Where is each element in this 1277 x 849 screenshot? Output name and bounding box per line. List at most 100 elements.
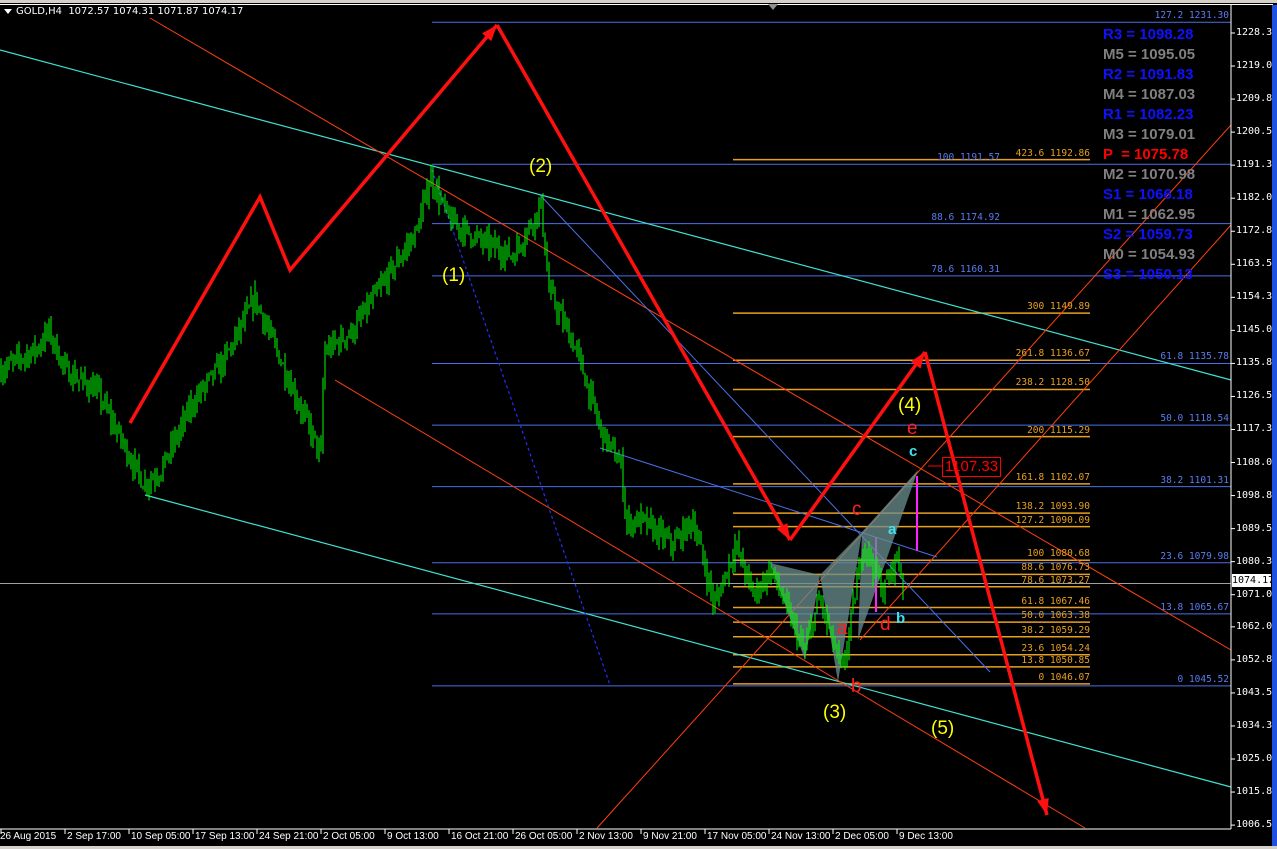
x-tick-label: 16 Oct 21:00 xyxy=(451,831,509,842)
fib-orange-label: 0 1046.07 xyxy=(1038,671,1090,683)
y-tick-label: 1154.30 xyxy=(1236,291,1277,303)
fib-blue-label: 88.6 1174.92 xyxy=(931,211,1000,223)
fib-orange-label: 261.8 1136.67 xyxy=(1015,348,1090,360)
x-tick-label: 24 Nov 13:00 xyxy=(771,831,831,842)
y-tick-label: 1163.55 xyxy=(1236,258,1277,270)
y-tick-label: 1034.30 xyxy=(1236,719,1277,731)
axes xyxy=(0,5,1235,834)
y-tick-label: 1117.30 xyxy=(1236,423,1277,435)
symbol: GOLD,H4 xyxy=(16,6,62,17)
pivot-level: R2 = 1091.83 xyxy=(1103,66,1194,83)
y-tick-label: 1209.80 xyxy=(1236,93,1277,105)
pivot-level: M4 = 1087.03 xyxy=(1103,86,1196,103)
x-tick-label: 26 Aug 2015 xyxy=(0,831,57,842)
wave-arrow xyxy=(495,24,792,541)
fib-orange-label: 138.2 1093.90 xyxy=(1015,501,1090,513)
y-tick-label: 1172.80 xyxy=(1236,225,1277,237)
y-tick-label: 1043.55 xyxy=(1236,686,1277,698)
fib-orange-label: 38.2 1059.29 xyxy=(1021,624,1090,636)
subwave-letter-a: a xyxy=(888,521,897,538)
fib-blue-label: 38.2 1101.31 xyxy=(1160,474,1229,486)
chart-shift-marker[interactable] xyxy=(768,4,778,10)
wave-label-1: (1) xyxy=(442,265,466,286)
fib-blue-label: 50.0 1118.54 xyxy=(1160,413,1229,425)
wave-letter-b: b xyxy=(851,676,862,697)
y-tick-label: 1052.80 xyxy=(1236,653,1277,665)
y-tick-label: 1200.55 xyxy=(1236,126,1277,138)
fib-orange-label: 78.6 1073.27 xyxy=(1021,574,1090,586)
y-tick-label: 1071.05 xyxy=(1236,588,1277,600)
current-price-label: 1074.17 xyxy=(1232,574,1275,587)
y-tick-label: 1006.55 xyxy=(1236,819,1277,831)
wave-letter-c: c xyxy=(852,499,862,520)
window-top-border xyxy=(0,0,1277,3)
fib-orange-label: 88.6 1076.73 xyxy=(1021,562,1090,574)
subwave-letter-b: b xyxy=(896,610,906,627)
channel-line-lower xyxy=(144,494,1232,788)
y-tick-label: 1191.30 xyxy=(1236,159,1277,171)
fib-orange-label: 23.6 1054.24 xyxy=(1021,642,1090,654)
harmonic-pattern xyxy=(770,470,918,682)
fib-blue-label: 127.2 1231.30 xyxy=(1154,10,1229,22)
open-price: 1072.57 xyxy=(68,6,110,17)
trendline xyxy=(334,379,1086,829)
chart-top-border xyxy=(0,4,1273,5)
pivot-level: M0 = 1054.93 xyxy=(1103,246,1196,263)
pivot-level: M1 = 1062.95 xyxy=(1103,206,1196,223)
pivot-level: M3 = 1079.01 xyxy=(1103,126,1196,143)
wave-arrow xyxy=(788,350,927,542)
pivot-level: M2 = 1070.98 xyxy=(1103,166,1196,183)
x-tick-label: 2 Sep 17:00 xyxy=(67,831,121,842)
fib-orange-label: 127.2 1090.09 xyxy=(1015,514,1090,526)
fib-orange-label: 238.2 1128.50 xyxy=(1015,377,1090,389)
pivot-level: S2 = 1059.73 xyxy=(1103,226,1193,243)
fib-orange-label: 161.8 1102.07 xyxy=(1015,471,1090,483)
x-tick-label: 17 Nov 05:00 xyxy=(707,831,767,842)
pivot-level: M5 = 1095.05 xyxy=(1103,46,1196,63)
y-tick-label: 1182.05 xyxy=(1236,192,1277,204)
x-tick-label: 17 Sep 13:00 xyxy=(195,831,255,842)
y-tick-label: 1126.55 xyxy=(1236,390,1277,402)
subwave-letter-c: c xyxy=(909,443,918,460)
y-tick-label: 1089.55 xyxy=(1236,522,1277,534)
arrowhead-icon xyxy=(910,352,925,369)
wave-label-2: (2) xyxy=(529,156,553,177)
fib-blue-label: 100 1191.57 xyxy=(937,152,1000,164)
wave-arrows xyxy=(128,23,1049,816)
fib-orange-label: 200 1115.29 xyxy=(1027,424,1090,436)
fib-orange-label: 423.6 1192.86 xyxy=(1015,147,1090,159)
x-tick-label: 2 Nov 13:00 xyxy=(579,831,633,842)
wave-label-3: (3) xyxy=(823,702,847,723)
right-border xyxy=(1272,5,1277,849)
target-price-label: 1107.33 xyxy=(942,457,1001,477)
fib-blue-label: 23.6 1079.98 xyxy=(1160,550,1229,562)
y-tick-label: 1145.05 xyxy=(1236,324,1277,336)
fib-blue-label: 61.8 1135.78 xyxy=(1160,351,1229,363)
wave-label-5: (5) xyxy=(931,718,955,739)
wave-letter-d: d xyxy=(880,614,891,635)
arrowhead-icon xyxy=(1037,797,1049,815)
y-tick-label: 1135.80 xyxy=(1236,357,1277,369)
wave-arrow xyxy=(923,351,1049,816)
wave-arrow xyxy=(128,23,499,424)
wave-label-4: (4) xyxy=(898,395,922,416)
x-tick-label: 26 Oct 05:00 xyxy=(515,831,573,842)
dropdown-triangle-icon[interactable] xyxy=(4,8,12,14)
pivot-level: R3 = 1098.28 xyxy=(1103,26,1194,43)
fib-orange-label: 50.0 1063.38 xyxy=(1021,610,1090,622)
x-tick-label: 2 Oct 05:00 xyxy=(323,831,375,842)
dotted-trendline xyxy=(431,169,611,686)
y-tick-label: 1219.05 xyxy=(1236,60,1277,72)
y-tick-label: 1108.05 xyxy=(1236,456,1277,468)
trendline xyxy=(149,17,1232,651)
pattern-triangle xyxy=(858,470,918,640)
y-tick-label: 1098.80 xyxy=(1236,489,1277,501)
x-tick-label: 9 Dec 13:00 xyxy=(899,831,953,842)
arrowhead-icon xyxy=(776,523,790,540)
window-bottom-border xyxy=(0,846,1277,849)
pivot-level: P = 1075.78 xyxy=(1103,146,1189,163)
fib-orange-label: 13.8 1050.85 xyxy=(1021,654,1090,666)
trendline xyxy=(859,224,1232,641)
channel-line-upper xyxy=(0,49,1232,381)
